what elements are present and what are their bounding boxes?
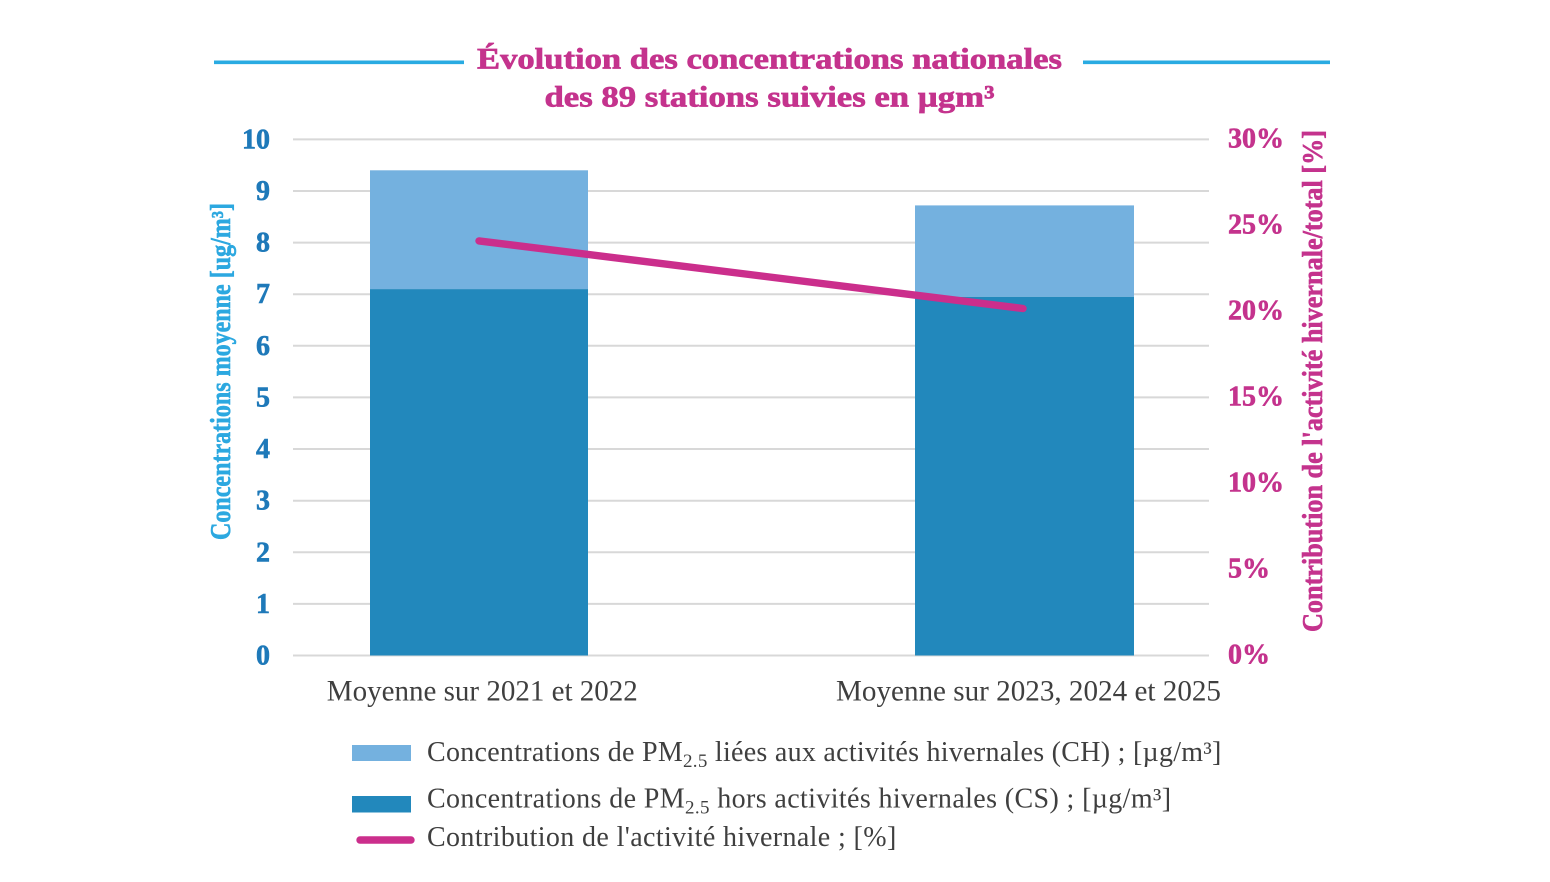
svg-text:9: 9	[256, 176, 270, 207]
svg-text:Concentrations moyenne [ug/m³]: Concentrations moyenne [ug/m³]	[206, 203, 237, 540]
svg-text:15%: 15%	[1228, 381, 1284, 412]
svg-text:5%: 5%	[1228, 554, 1270, 585]
svg-text:Évolution des concentrations n: Évolution des concentrations nationales	[477, 42, 1062, 75]
svg-text:Concentrations de PM2.5 hors a: Concentrations de PM2.5 hors activités h…	[427, 784, 1171, 819]
svg-text:3: 3	[256, 486, 270, 517]
svg-text:7: 7	[256, 279, 270, 310]
svg-text:0: 0	[256, 641, 270, 672]
svg-text:6: 6	[256, 331, 270, 362]
svg-text:1: 1	[256, 589, 270, 620]
svg-text:des 89 stations suivies en µgm: des 89 stations suivies en µgm³	[545, 81, 995, 114]
svg-text:Concentrations de PM2.5 liées: Concentrations de PM2.5 liées aux activi…	[427, 737, 1222, 772]
svg-text:2: 2	[256, 537, 270, 568]
svg-text:20%: 20%	[1228, 295, 1284, 326]
svg-text:Moyenne sur 2021 et 2022: Moyenne sur 2021 et 2022	[327, 675, 638, 708]
svg-text:Contribution de l'activité hiv: Contribution de l'activité hivernale/tot…	[1298, 130, 1329, 632]
svg-text:5: 5	[256, 382, 270, 413]
svg-text:10%: 10%	[1228, 468, 1284, 499]
svg-text:0%: 0%	[1228, 640, 1270, 671]
svg-text:25%: 25%	[1228, 209, 1284, 240]
svg-text:8: 8	[256, 228, 270, 259]
svg-text:10: 10	[242, 124, 270, 155]
svg-text:Moyenne sur 2023, 2024 et 2025: Moyenne sur 2023, 2024 et 2025	[836, 675, 1221, 708]
svg-text:4: 4	[256, 434, 270, 465]
svg-text:30%: 30%	[1228, 123, 1284, 154]
svg-text:Contribution de l'activité hiv: Contribution de l'activité hivernale ; […	[427, 822, 897, 853]
